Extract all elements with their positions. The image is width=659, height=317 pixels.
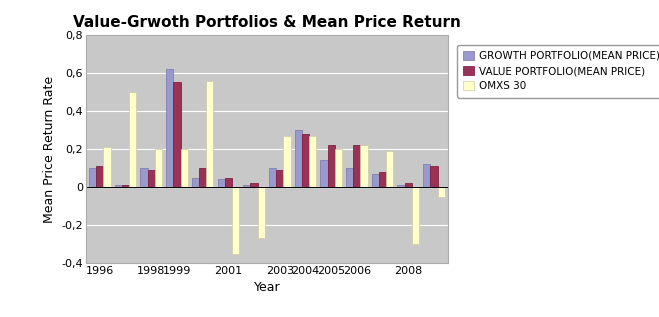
Bar [295,130,302,187]
Bar [302,134,309,187]
Legend: GROWTH PORTFOLIO(MEAN PRICE), VALUE PORTFOLIO(MEAN PRICE), OMXS 30: GROWTH PORTFOLIO(MEAN PRICE), VALUE PORT… [457,45,659,98]
Bar [122,185,129,187]
X-axis label: Year: Year [254,281,280,294]
Bar [372,174,379,187]
Bar [206,81,214,187]
Bar [283,136,291,187]
Bar [430,166,438,187]
Bar [192,178,199,187]
Bar [173,82,181,187]
Bar [423,164,430,187]
Bar [232,187,239,254]
Bar [379,172,386,187]
Bar [276,170,283,187]
Bar [412,187,419,244]
Bar [199,168,206,187]
Bar [89,168,96,187]
Bar [140,168,148,187]
Bar [103,147,111,187]
Bar [346,168,353,187]
Bar [335,149,342,187]
Bar [225,178,232,187]
Bar [328,145,335,187]
Bar [258,187,265,238]
Bar [309,136,316,187]
Bar [250,183,258,187]
Bar [181,149,188,187]
Bar [397,185,405,187]
Bar [155,149,162,187]
Bar [166,69,173,187]
Y-axis label: Mean Price Return Rate: Mean Price Return Rate [43,75,56,223]
Bar [438,187,445,197]
Bar [353,145,360,187]
Bar [129,92,136,187]
Bar [243,185,250,187]
Bar [269,168,276,187]
Bar [405,183,412,187]
Title: Value-Grwoth Portfolios & Mean Price Return: Value-Grwoth Portfolios & Mean Price Ret… [73,15,461,29]
Bar [115,185,122,187]
Bar [96,166,103,187]
Bar [320,160,328,187]
Bar [148,170,155,187]
Bar [386,151,393,187]
Bar [360,145,368,187]
Bar [217,179,225,187]
